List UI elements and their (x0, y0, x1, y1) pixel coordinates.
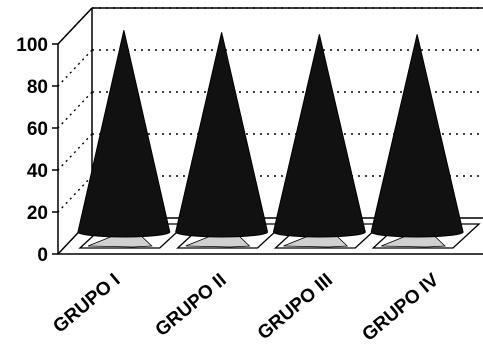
cone-3 (272, 34, 366, 238)
cone-2 (175, 32, 269, 238)
category-label: GRUPO I (49, 270, 124, 338)
grid-line-side (57, 7, 93, 45)
category-label: GRUPO IV (358, 270, 443, 346)
category-labels: GRUPO I GRUPO II GRUPO III GRUPO IV (49, 270, 443, 346)
y-tick-label: 60 (27, 119, 48, 140)
y-tick-label: 100 (16, 35, 48, 56)
grid-line-side (57, 49, 93, 87)
y-axis-ticks: 0 20 40 60 80 100 (16, 35, 58, 266)
category-label: GRUPO II (152, 270, 231, 341)
cones (77, 30, 464, 238)
y-tick-label: 20 (27, 203, 48, 224)
grid-line-side (57, 91, 93, 129)
grid-line-side (57, 175, 93, 213)
y-tick-label: 80 (27, 77, 48, 98)
category-label: GRUPO III (254, 270, 337, 344)
grid-line-side (57, 133, 93, 171)
y-tick-label: 0 (37, 245, 48, 266)
y-tick-label: 40 (27, 161, 48, 182)
cone-4 (370, 34, 464, 238)
cone-1 (77, 30, 171, 238)
grid-lines (57, 7, 483, 213)
